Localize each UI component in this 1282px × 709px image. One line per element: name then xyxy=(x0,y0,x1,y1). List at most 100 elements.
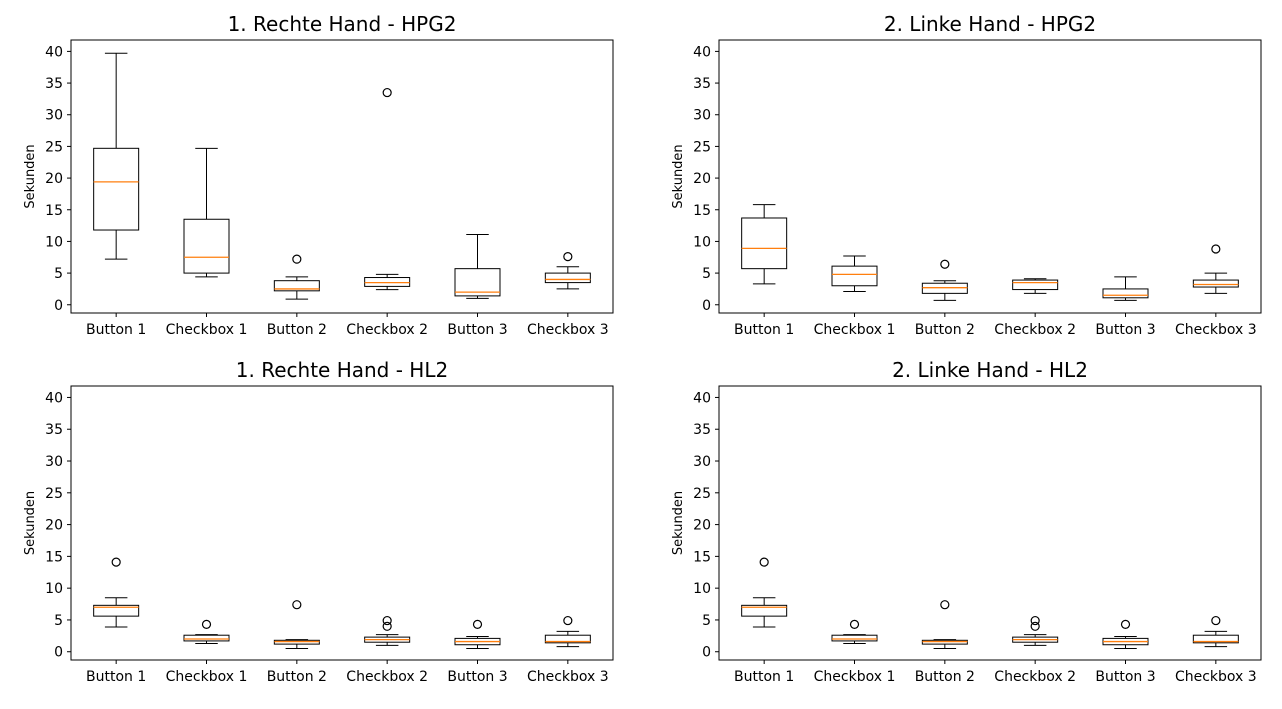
boxplot-button-1 xyxy=(93,52,140,260)
y-tick-label: 35 xyxy=(693,422,711,438)
boxplot-checkbox-1 xyxy=(183,619,230,644)
boxplot-button-2 xyxy=(273,254,320,300)
box xyxy=(1102,288,1149,299)
y-tick-label: 10 xyxy=(45,234,63,250)
x-tick-label: Checkbox 2 xyxy=(994,669,1076,685)
x-tick-label: Button 1 xyxy=(734,322,794,338)
boxplot-checkbox-2 xyxy=(1012,278,1059,294)
y-tick-label: 5 xyxy=(54,266,63,282)
outlier-point xyxy=(382,87,392,98)
box xyxy=(454,268,501,297)
box xyxy=(273,280,320,292)
y-tick-label: 15 xyxy=(45,549,63,565)
boxplot-button-2 xyxy=(921,600,968,650)
outlier-point xyxy=(940,600,950,610)
chart-panel-1: 1. Rechte Hand - HPG2 Sekunden 0 5 10 15 20 25 3… xyxy=(23,12,614,338)
x-tick-label: Checkbox 1 xyxy=(166,322,248,338)
x-tick-label: Button 2 xyxy=(915,322,975,338)
y-tick-label: 25 xyxy=(693,486,711,502)
x-tick-label: Checkbox 2 xyxy=(994,322,1076,338)
chart-panel-2: 2. Linke Hand - HPG2 Sekunden 0 5 10 15 20 25 30… xyxy=(671,12,1262,338)
y-tick-label: 30 xyxy=(693,454,711,470)
boxplot-checkbox-3 xyxy=(1192,244,1239,294)
x-tick-label: Checkbox 1 xyxy=(166,669,248,685)
box xyxy=(93,604,140,617)
outlier-point xyxy=(759,557,769,567)
axes-frame xyxy=(70,39,614,314)
y-tick-label: 35 xyxy=(45,76,63,92)
x-tick-label: Button 2 xyxy=(267,322,327,338)
y-tick-label: 0 xyxy=(54,298,63,314)
y-axis-label: Sekunden xyxy=(23,144,38,208)
y-tick-label: 40 xyxy=(45,44,63,60)
boxplot-button-3 xyxy=(454,619,501,650)
x-tick-label: Button 3 xyxy=(447,669,507,685)
box xyxy=(183,634,230,642)
boxplot-checkbox-2 xyxy=(364,87,411,291)
y-tick-label: 15 xyxy=(45,203,63,219)
y-tick-label: 20 xyxy=(693,171,711,187)
boxplot-checkbox-1 xyxy=(183,147,230,278)
y-tick-label: 25 xyxy=(45,139,63,155)
outlier-point xyxy=(1030,615,1040,626)
y-tick-label: 15 xyxy=(693,203,711,219)
x-tick-label: Checkbox 3 xyxy=(527,669,609,685)
y-tick-label: 5 xyxy=(702,613,711,629)
x-tick-label: Checkbox 2 xyxy=(346,322,428,338)
y-tick-label: 30 xyxy=(693,108,711,124)
boxplot-checkbox-1 xyxy=(831,619,878,644)
outlier-point xyxy=(1030,621,1040,631)
y-tick-label: 40 xyxy=(693,44,711,60)
chart-title: 2. Linke Hand - HPG2 xyxy=(884,12,1096,36)
y-axis-label: Sekunden xyxy=(671,144,686,208)
x-tick-label: Button 2 xyxy=(267,669,327,685)
box xyxy=(183,218,230,274)
y-tick-label: 20 xyxy=(693,518,711,534)
y-tick-label: 35 xyxy=(693,76,711,92)
boxplot-checkbox-3 xyxy=(1192,615,1239,648)
boxplot-checkbox-3 xyxy=(544,252,591,290)
box xyxy=(741,604,788,617)
outlier-point xyxy=(1211,615,1221,626)
y-axis-label: Sekunden xyxy=(23,491,38,555)
axes-frame xyxy=(70,385,614,661)
x-tick-label: Button 1 xyxy=(86,322,146,338)
box xyxy=(544,634,591,644)
y-tick-label: 10 xyxy=(693,581,711,597)
y-tick-label: 15 xyxy=(693,549,711,565)
y-tick-label: 25 xyxy=(693,139,711,155)
box xyxy=(93,147,140,231)
outlier-point xyxy=(382,615,392,626)
boxplot-checkbox-1 xyxy=(831,255,878,292)
outlier-point xyxy=(292,600,302,610)
chart-panel-4: 2. Linke Hand - HL2 Sekunden 0 5 10 15 20 25 30 3… xyxy=(671,358,1262,685)
boxplot-checkbox-3 xyxy=(544,615,591,648)
x-tick-label: Checkbox 3 xyxy=(1175,322,1257,338)
y-tick-label: 20 xyxy=(45,518,63,534)
boxplot-button-1 xyxy=(93,557,140,628)
boxplot-checkbox-2 xyxy=(364,615,411,646)
x-tick-label: Checkbox 2 xyxy=(346,669,428,685)
outlier-point xyxy=(849,619,860,629)
x-tick-label: Checkbox 1 xyxy=(814,669,896,685)
boxplot-button-1 xyxy=(741,557,788,628)
boxplot-button-3 xyxy=(1102,619,1149,650)
boxplot-button-1 xyxy=(741,204,788,285)
outlier-point xyxy=(292,254,302,264)
x-tick-label: Button 1 xyxy=(734,669,794,685)
y-tick-label: 10 xyxy=(693,234,711,250)
y-tick-label: 10 xyxy=(45,581,63,597)
boxplot-button-3 xyxy=(1102,276,1149,301)
chart-title: 1. Rechte Hand - HL2 xyxy=(236,358,448,382)
y-tick-label: 0 xyxy=(702,645,711,661)
outlier-point xyxy=(111,557,121,567)
box xyxy=(831,265,878,287)
outlier-point xyxy=(382,621,392,631)
boxplot-checkbox-2 xyxy=(1012,615,1059,646)
x-tick-label: Button 3 xyxy=(1095,669,1155,685)
outlier-point xyxy=(563,615,573,626)
x-tick-label: Button 3 xyxy=(1095,322,1155,338)
box xyxy=(1192,634,1239,644)
box xyxy=(831,634,878,642)
box xyxy=(741,217,788,270)
